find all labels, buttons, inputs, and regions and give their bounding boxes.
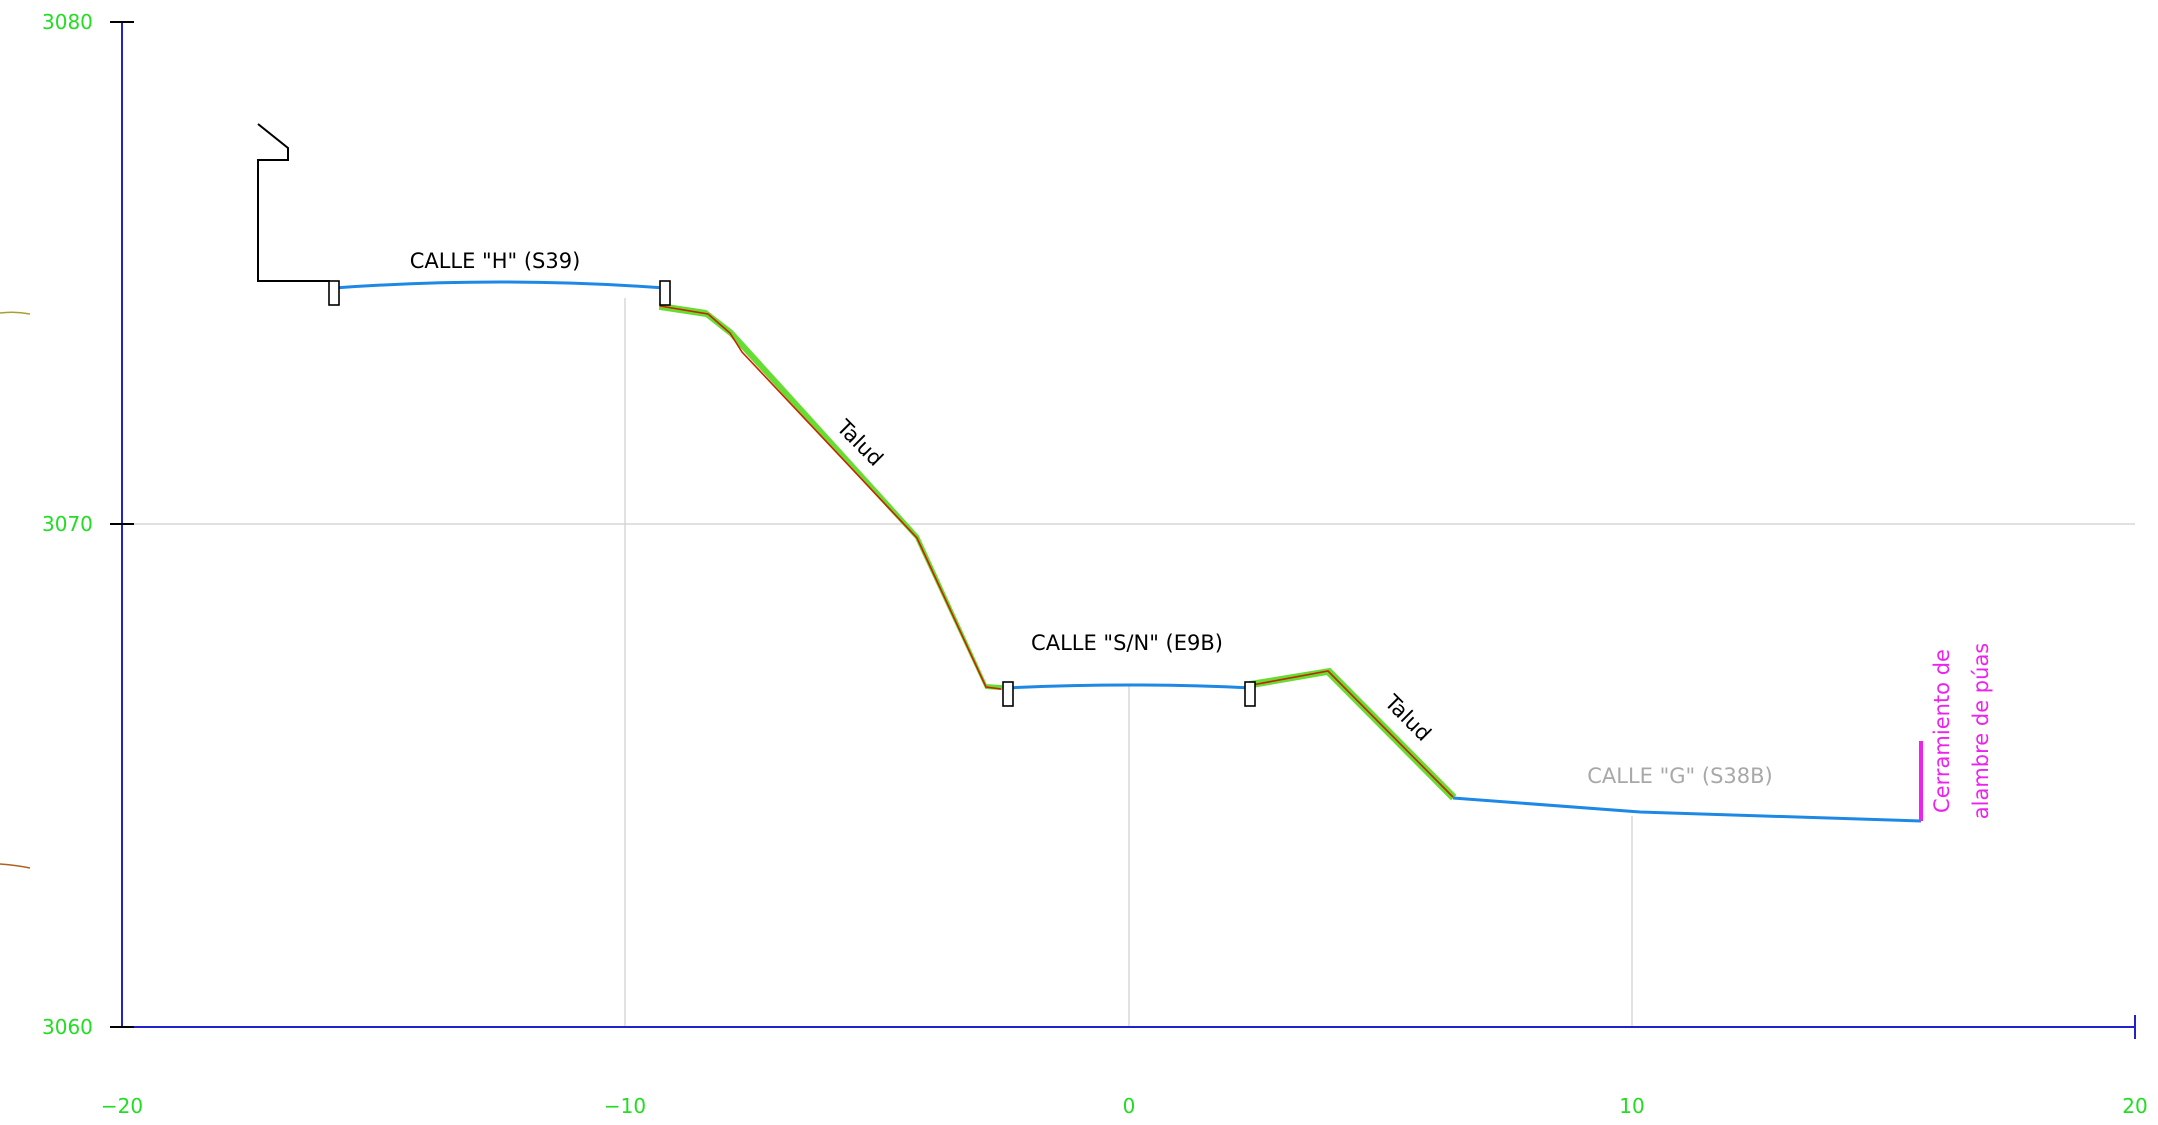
- road-calle-h: [333, 280, 666, 290]
- slope-left-fill: [659, 302, 1002, 691]
- slope-right-terrain-line: [1251, 670, 1454, 798]
- curb-calle-sn-left: [1002, 681, 1014, 707]
- label-calle-g: CALLE "G" (S38B): [1587, 764, 1772, 788]
- x-tick-label-minus20: −20: [101, 1094, 143, 1118]
- road-calle-sn: [1004, 683, 1253, 690]
- grid: [122, 298, 2135, 1027]
- road-calle-g: [1452, 796, 1922, 823]
- curb-calle-h-right: [659, 280, 671, 306]
- y-tick-label-3080: 3080: [42, 10, 93, 34]
- curb-calle-h-left: [328, 280, 340, 306]
- terrain-fragment-bottom: [0, 863, 31, 869]
- y-tick-label-3070: 3070: [42, 512, 93, 536]
- slope-left-terrain-line: [659, 305, 1002, 690]
- label-calle-h: CALLE "H" (S39): [410, 249, 581, 273]
- curb-calle-sn-right: [1244, 681, 1256, 707]
- slope-left: [659, 302, 1002, 691]
- x-tick-label-0: 0: [1123, 1094, 1136, 1118]
- label-talud-right: Talud: [1379, 690, 1435, 746]
- building-outline: [257, 123, 330, 282]
- curbs: [328, 280, 1256, 707]
- x-tick-label-20: 20: [2122, 1094, 2147, 1118]
- axes: [110, 21, 2136, 1039]
- x-tick-label-minus10: −10: [604, 1094, 646, 1118]
- road-surfaces: [333, 280, 1922, 823]
- terrain-fragment-top: [0, 311, 31, 315]
- label-fence-line-2: alambre de púas: [1969, 643, 1993, 820]
- label-fence-line-1: Cerramiento de: [1930, 649, 1954, 813]
- label-talud-left: Talud: [831, 415, 887, 471]
- label-calle-sn: CALLE "S/N" (E9B): [1031, 631, 1223, 655]
- x-tick-label-10: 10: [1619, 1094, 1644, 1118]
- y-tick-label-3060: 3060: [42, 1015, 93, 1039]
